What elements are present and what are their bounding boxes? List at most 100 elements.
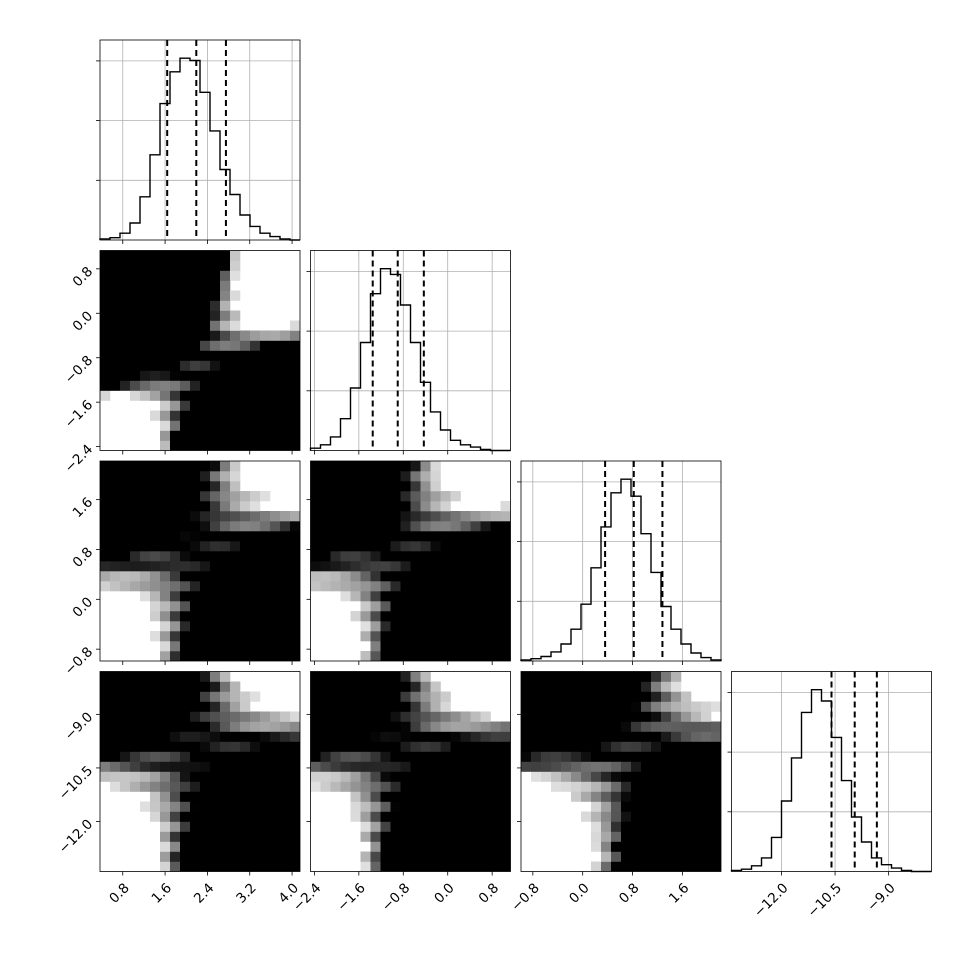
density-cell xyxy=(440,721,451,732)
density-cell xyxy=(410,691,421,702)
histogram-3 xyxy=(727,671,932,873)
density-cell xyxy=(370,461,381,472)
density-cell xyxy=(370,771,381,782)
density-cell xyxy=(290,751,300,762)
histogram-0 xyxy=(96,39,301,241)
density-cell xyxy=(110,260,121,271)
density-cell xyxy=(310,551,321,562)
density-cell xyxy=(450,601,461,612)
density-cell xyxy=(450,851,461,862)
density-cell xyxy=(330,751,341,762)
density-cell xyxy=(400,611,411,622)
density-cell xyxy=(370,711,381,722)
density-cell xyxy=(180,761,191,772)
density-cell xyxy=(701,761,712,772)
density-cell xyxy=(561,701,572,712)
density-cell xyxy=(160,461,171,472)
density-cell xyxy=(500,511,511,522)
density-cell xyxy=(460,721,471,732)
density-cell xyxy=(100,461,111,472)
density-cell xyxy=(240,751,251,762)
density-cell xyxy=(280,420,291,431)
density-cell xyxy=(490,631,501,642)
density-cell xyxy=(581,751,592,762)
density-cell xyxy=(440,491,451,502)
density-cell xyxy=(521,721,532,732)
density-cell xyxy=(120,751,131,762)
density-cell xyxy=(210,691,221,702)
density-cell xyxy=(320,711,331,722)
density-cell xyxy=(691,701,702,712)
density-cell xyxy=(460,601,471,612)
density-cell xyxy=(270,611,281,622)
density-cell xyxy=(130,250,141,261)
density-cell xyxy=(290,721,300,732)
density-cell xyxy=(200,511,211,522)
density-cell xyxy=(601,681,612,692)
density-cell xyxy=(330,771,341,782)
density-cell xyxy=(581,711,592,722)
density-cell xyxy=(290,531,300,542)
density-cell xyxy=(340,691,351,702)
density-cell xyxy=(591,741,602,752)
density-cell xyxy=(410,721,421,732)
density-cell xyxy=(400,631,411,642)
density-cell xyxy=(250,721,261,732)
density-cell xyxy=(631,801,642,812)
density-cell xyxy=(140,340,151,351)
density-cell xyxy=(360,541,371,552)
density-cell xyxy=(360,551,371,562)
density-cell xyxy=(390,591,401,602)
density-cell xyxy=(190,481,201,492)
density-cell xyxy=(430,731,441,742)
density-cell xyxy=(130,481,141,492)
density-cell xyxy=(360,691,371,702)
density-cell xyxy=(120,491,131,502)
density-cell xyxy=(591,831,602,842)
density-cell xyxy=(240,390,251,401)
density-cell xyxy=(671,831,682,842)
density-cell xyxy=(170,681,181,692)
density-cell xyxy=(290,330,300,341)
density-cell xyxy=(280,350,291,361)
density-cell xyxy=(180,320,191,331)
density-cell xyxy=(460,831,471,842)
density-cell xyxy=(661,821,672,832)
density-cell xyxy=(100,771,111,782)
panel-frame xyxy=(310,671,511,872)
density-cell xyxy=(190,390,201,401)
density-cell xyxy=(390,821,401,832)
density-cell xyxy=(410,471,421,482)
density-cell xyxy=(260,651,271,661)
density-cell xyxy=(210,741,221,752)
density-cell xyxy=(230,390,241,401)
density-cell xyxy=(420,611,431,622)
density-cell xyxy=(220,330,231,341)
density-cell xyxy=(200,521,211,532)
density-cell xyxy=(140,681,151,692)
density-cell xyxy=(320,581,331,592)
density-cell xyxy=(410,581,421,592)
density-cell xyxy=(160,340,171,351)
density-cell xyxy=(240,601,251,612)
density-cell xyxy=(651,791,662,802)
density-cell xyxy=(711,811,721,822)
density-cell xyxy=(180,861,191,872)
density-cell xyxy=(470,741,481,752)
density-cell xyxy=(210,511,221,522)
density-cell xyxy=(330,571,341,582)
density-cell xyxy=(440,691,451,702)
density-cell xyxy=(270,781,281,792)
density-cell xyxy=(420,491,431,502)
density-cell xyxy=(160,861,171,872)
histogram-2 xyxy=(517,460,722,662)
density-cell xyxy=(360,521,371,532)
density-cell xyxy=(621,831,632,842)
density-cell xyxy=(120,561,131,572)
density-cell xyxy=(120,501,131,512)
density-cell xyxy=(470,841,481,852)
density-cell xyxy=(120,771,131,782)
density-cell xyxy=(310,461,321,472)
density-cell xyxy=(240,430,251,441)
density-cell xyxy=(190,641,201,652)
